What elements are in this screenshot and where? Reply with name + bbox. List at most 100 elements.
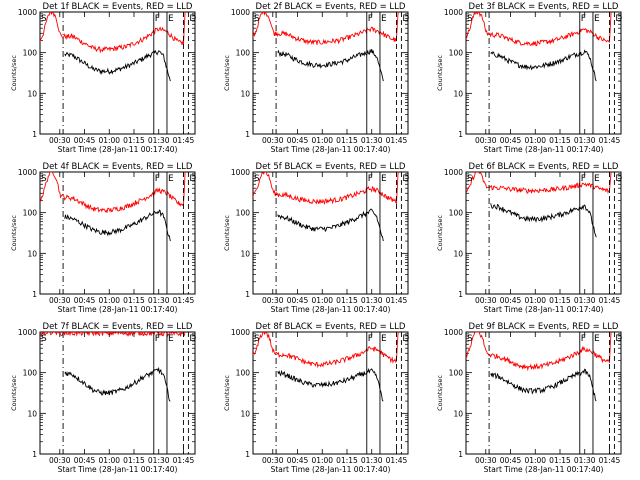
y-tick-label: 100 xyxy=(236,209,251,218)
x-axis-label: Start Time (28-Jan-11 00:17:40) xyxy=(271,465,391,474)
x-tick-label: 01:15 xyxy=(336,136,358,145)
x-tick-label: 01:15 xyxy=(123,456,145,465)
x-tick-label: 01:30 xyxy=(574,136,596,145)
x-tick-label: 01:00 xyxy=(98,456,120,465)
x-tick-label: 01:15 xyxy=(549,296,571,305)
time-marker-label: S xyxy=(254,14,260,24)
events-series-line xyxy=(64,49,171,82)
x-tick-label: 01:15 xyxy=(549,136,571,145)
x-tick-label: 01:00 xyxy=(524,456,546,465)
y-tick-label: 100 xyxy=(449,49,464,58)
panel-title: Det 2f BLACK = Events, RED = LLD xyxy=(256,2,406,12)
x-tick-label: 00:30 xyxy=(475,296,497,305)
detector-panel-8: Det 8f BLACK = Events, RED = LLD 1 10 100 10… xyxy=(223,322,409,474)
time-marker-label: F xyxy=(581,14,586,24)
y-tick-label: 10 xyxy=(27,89,37,98)
time-marker-label: E xyxy=(381,334,387,344)
events-series-line xyxy=(277,367,384,402)
x-axis-label: Start Time (28-Jan-11 00:17:40) xyxy=(271,305,391,314)
time-marker-label: D xyxy=(402,14,409,24)
x-tick-label: 01:00 xyxy=(311,296,333,305)
time-marker-label: F xyxy=(368,334,373,344)
time-marker-label: E xyxy=(168,174,174,184)
y-tick-label: 1 xyxy=(245,130,250,139)
panel-title: Det 8f BLACK = Events, RED = LLD xyxy=(256,322,406,332)
x-tick-label: 00:30 xyxy=(475,456,497,465)
y-tick-label: 1 xyxy=(245,450,250,459)
x-tick-label: 01:45 xyxy=(173,136,195,145)
y-tick-label: 1 xyxy=(32,450,37,459)
lld-series-line xyxy=(466,172,612,194)
x-tick-label: 00:45 xyxy=(74,136,96,145)
time-marker-label: D xyxy=(189,174,196,184)
x-tick-label: 00:45 xyxy=(287,456,309,465)
lld-series-line xyxy=(253,12,399,46)
lld-series-line xyxy=(40,12,186,54)
x-tick-label: 01:00 xyxy=(311,456,333,465)
y-tick-label: 10 xyxy=(240,89,250,98)
time-marker-label: F xyxy=(155,174,160,184)
y-tick-label: 100 xyxy=(449,369,464,378)
time-marker-label: S xyxy=(467,174,473,184)
x-axis-label: Start Time (28-Jan-11 00:17:40) xyxy=(271,145,391,154)
time-marker-label: D xyxy=(189,334,196,344)
x-tick-label: 01:30 xyxy=(148,456,170,465)
lld-series-line xyxy=(466,12,612,47)
x-tick-label: 01:45 xyxy=(599,136,621,145)
x-tick-label: 01:30 xyxy=(574,296,596,305)
y-tick-label: 100 xyxy=(236,49,251,58)
time-marker-label: S xyxy=(467,14,473,24)
y-axis-label: Counts/sec xyxy=(436,55,444,91)
y-axis-label: Counts/sec xyxy=(223,375,231,411)
x-tick-label: 01:45 xyxy=(386,136,408,145)
x-tick-label: 01:30 xyxy=(574,456,596,465)
x-tick-label: 01:30 xyxy=(361,456,383,465)
time-marker-label: D xyxy=(402,174,409,184)
x-tick-label: 00:45 xyxy=(74,456,96,465)
time-marker-label: S xyxy=(467,334,473,344)
detector-panel-2: Det 2f BLACK = Events, RED = LLD 1 10 100 10… xyxy=(223,2,409,154)
time-marker-label: E xyxy=(381,174,387,184)
x-tick-label: 01:30 xyxy=(148,296,170,305)
time-marker-label: F xyxy=(155,334,160,344)
x-tick-label: 00:45 xyxy=(287,296,309,305)
x-tick-label: 00:45 xyxy=(287,136,309,145)
y-tick-label: 10 xyxy=(453,409,463,418)
y-tick-label: 1000 xyxy=(18,328,37,337)
x-tick-label: 00:30 xyxy=(262,296,284,305)
time-marker-label: E xyxy=(168,14,174,24)
events-series-line xyxy=(490,49,597,82)
detector-panel-7: Det 7f BLACK = Events, RED = LLD 1 10 100 10… xyxy=(10,322,196,474)
x-tick-label: 00:30 xyxy=(49,296,71,305)
y-tick-label: 1 xyxy=(458,290,463,299)
x-tick-label: 01:00 xyxy=(524,136,546,145)
time-marker-label: S xyxy=(254,334,260,344)
detector-panel-4: Det 4f BLACK = Events, RED = LLD 1 10 100 10… xyxy=(10,162,196,314)
x-tick-label: 01:15 xyxy=(336,296,358,305)
y-axis-label: Counts/sec xyxy=(436,375,444,411)
x-tick-label: 01:15 xyxy=(336,456,358,465)
y-tick-label: 1 xyxy=(245,290,250,299)
x-tick-label: 01:00 xyxy=(98,296,120,305)
time-marker-label: E xyxy=(381,14,387,24)
x-axis-label: Start Time (28-Jan-11 00:17:40) xyxy=(58,305,178,314)
panel-title: Det 9f BLACK = Events, RED = LLD xyxy=(469,322,619,332)
lld-series-line xyxy=(253,332,399,369)
y-tick-label: 10 xyxy=(27,409,37,418)
y-tick-label: 100 xyxy=(23,209,38,218)
x-tick-label: 01:00 xyxy=(311,136,333,145)
time-marker-label: S xyxy=(41,334,47,344)
time-marker-label: E xyxy=(594,334,600,344)
y-tick-label: 100 xyxy=(23,369,38,378)
y-tick-label: 1000 xyxy=(231,328,250,337)
y-tick-label: 10 xyxy=(27,249,37,258)
x-tick-label: 01:45 xyxy=(173,296,195,305)
y-axis-label: Counts/sec xyxy=(436,215,444,251)
time-marker-label: F xyxy=(581,174,586,184)
x-axis-label: Start Time (28-Jan-11 00:17:40) xyxy=(58,465,178,474)
y-tick-label: 1000 xyxy=(18,168,37,177)
y-axis-label: Counts/sec xyxy=(10,215,18,251)
time-marker-label: E xyxy=(594,174,600,184)
panel-title: Det 7f BLACK = Events, RED = LLD xyxy=(43,322,193,332)
x-tick-label: 01:30 xyxy=(148,136,170,145)
